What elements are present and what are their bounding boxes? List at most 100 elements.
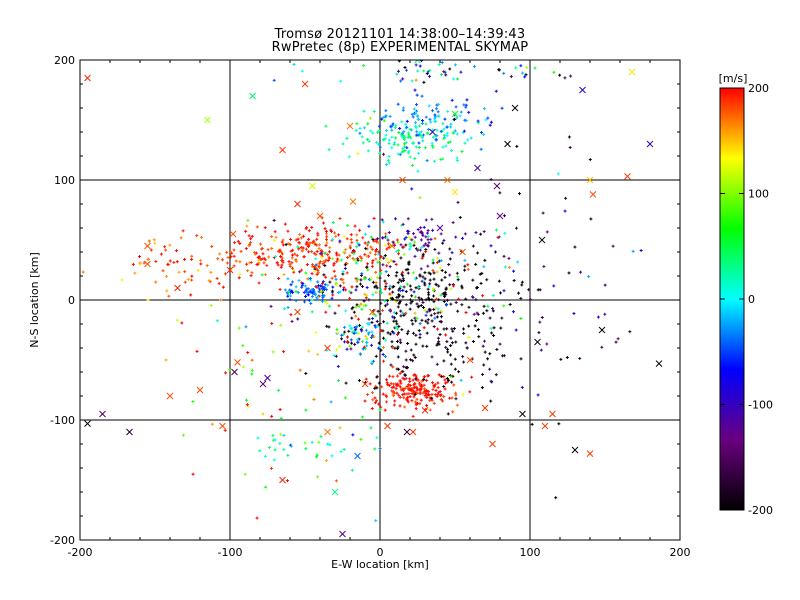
data-point — [565, 356, 569, 360]
data-point — [296, 291, 300, 295]
data-point — [439, 129, 443, 133]
data-point — [447, 263, 451, 267]
data-point — [321, 287, 325, 291]
data-point — [426, 287, 430, 291]
data-point — [383, 304, 387, 308]
data-point — [365, 344, 369, 348]
cross-marker — [174, 284, 181, 292]
data-point — [476, 251, 480, 255]
data-point — [431, 269, 435, 273]
data-point — [377, 142, 381, 146]
data-point — [466, 138, 470, 142]
data-point — [238, 260, 242, 264]
data-point — [331, 289, 335, 293]
data-point — [426, 321, 430, 325]
data-point — [464, 103, 468, 107]
data-point — [324, 124, 328, 128]
data-point — [382, 119, 386, 123]
data-point — [345, 271, 349, 275]
data-point — [466, 263, 470, 267]
data-point — [324, 243, 328, 247]
data-point — [367, 139, 371, 143]
data-point — [293, 252, 297, 256]
data-point — [397, 248, 401, 252]
data-point — [344, 288, 348, 292]
data-point — [387, 138, 391, 142]
data-point — [426, 235, 430, 239]
data-point — [454, 391, 458, 395]
data-point — [371, 317, 375, 321]
data-point — [451, 410, 455, 414]
data-point — [205, 264, 209, 268]
data-point — [401, 369, 405, 373]
data-point — [362, 345, 366, 349]
data-point — [313, 269, 317, 273]
data-point — [368, 278, 372, 282]
data-point — [408, 127, 412, 131]
data-point — [395, 72, 399, 76]
data-point — [310, 250, 314, 254]
data-point — [426, 318, 430, 322]
data-point — [397, 130, 401, 134]
data-point — [474, 298, 478, 302]
data-point — [352, 310, 356, 314]
data-point — [628, 330, 632, 334]
cross-marker — [259, 380, 267, 388]
data-point — [301, 282, 305, 286]
data-point — [332, 354, 336, 358]
data-point — [391, 122, 395, 126]
data-point — [175, 318, 179, 322]
data-point — [308, 276, 312, 280]
data-point — [437, 284, 441, 288]
data-point — [377, 129, 381, 133]
data-point — [316, 353, 320, 357]
data-point — [290, 261, 294, 265]
data-point — [407, 392, 411, 396]
data-point — [358, 323, 362, 327]
data-point — [279, 432, 283, 436]
data-point — [399, 279, 403, 283]
data-point — [401, 106, 405, 110]
data-point — [280, 263, 284, 267]
data-point — [370, 330, 374, 334]
data-point — [403, 148, 407, 152]
data-point — [481, 344, 485, 348]
data-point — [382, 359, 386, 363]
cross-marker — [598, 326, 606, 334]
cross-marker — [571, 446, 579, 454]
cross-marker — [384, 422, 391, 430]
data-point — [259, 242, 263, 246]
data-point — [283, 288, 287, 292]
data-point — [347, 155, 351, 159]
data-point — [362, 109, 366, 113]
data-point — [578, 356, 582, 360]
data-point — [337, 259, 341, 263]
data-point — [541, 211, 545, 215]
data-point — [362, 64, 366, 68]
data-point — [331, 293, 335, 297]
data-point — [292, 268, 296, 272]
data-point — [310, 440, 314, 444]
data-point — [329, 400, 333, 404]
data-point — [279, 265, 283, 269]
data-point — [337, 378, 341, 382]
data-point — [348, 344, 352, 348]
data-point — [397, 294, 401, 298]
data-point — [384, 47, 387, 50]
data-point — [312, 251, 316, 255]
data-point — [489, 177, 493, 181]
cross-marker — [409, 428, 417, 436]
data-point — [416, 248, 420, 252]
data-point — [435, 270, 439, 274]
data-point — [530, 422, 534, 426]
data-point — [427, 284, 431, 288]
data-point — [335, 328, 339, 332]
data-point — [314, 263, 318, 267]
data-point — [521, 71, 525, 75]
data-point — [408, 307, 412, 311]
data-point — [438, 332, 442, 336]
data-point — [408, 242, 412, 246]
data-point — [336, 257, 340, 261]
data-point — [436, 386, 440, 390]
data-point — [486, 357, 490, 361]
